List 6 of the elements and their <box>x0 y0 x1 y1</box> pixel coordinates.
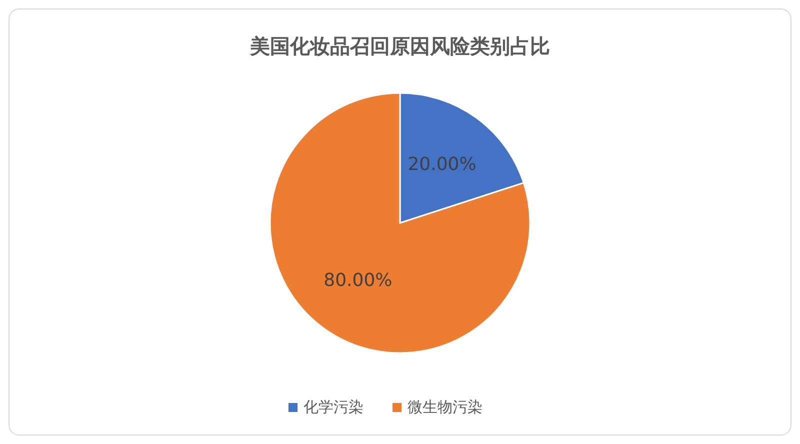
legend-label: 化学污染 <box>304 398 364 416</box>
data-label: 80.00% <box>324 270 392 291</box>
pie-slice <box>269 92 531 354</box>
chart-title: 美国化妆品召回原因风险类别占比 <box>249 34 550 58</box>
legend-label: 微生物污染 <box>408 398 482 416</box>
data-label: 20.00% <box>408 154 476 176</box>
